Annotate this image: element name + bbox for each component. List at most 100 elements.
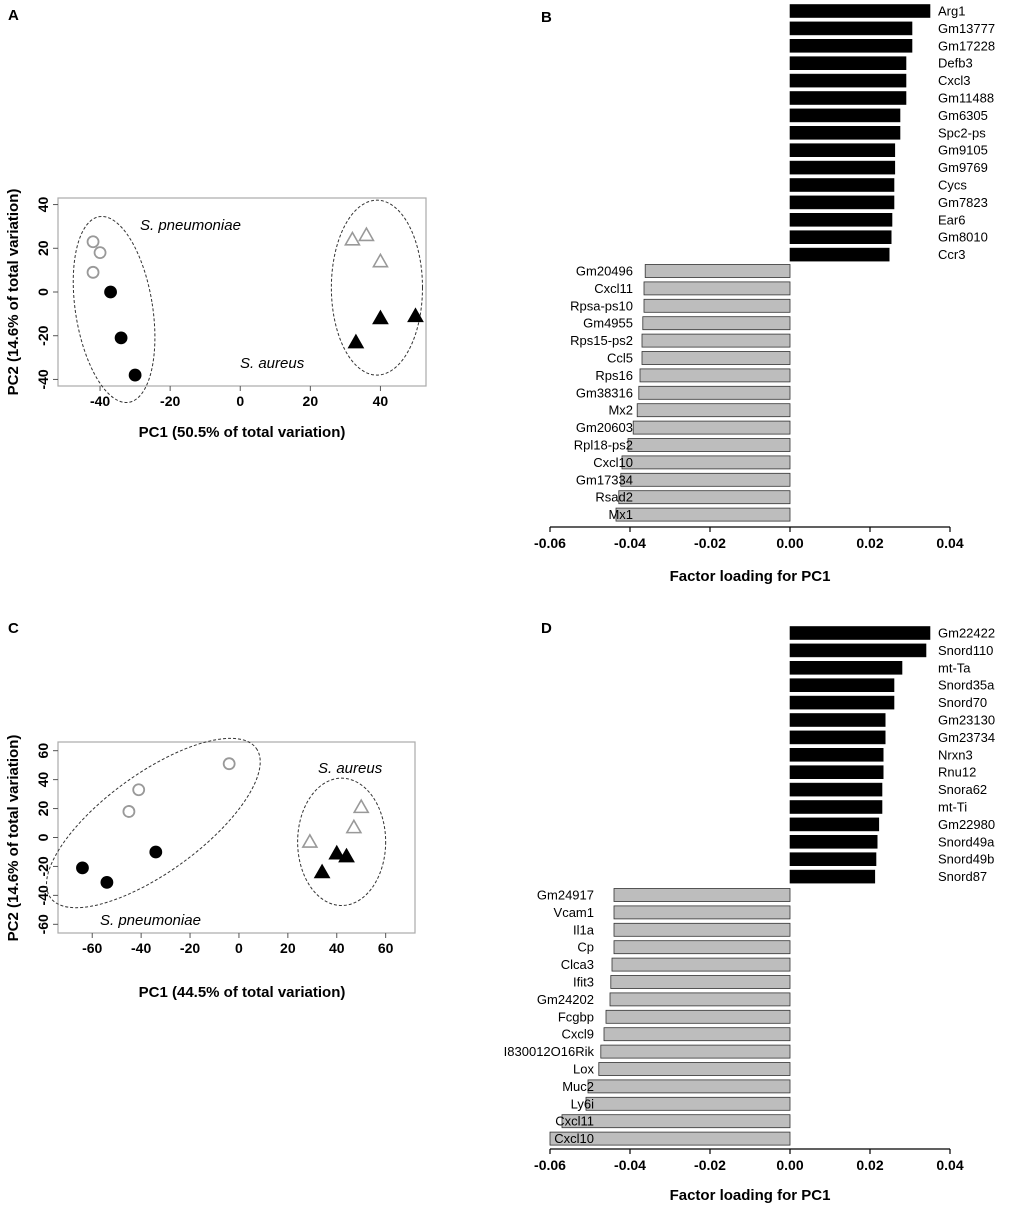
panel-d-bar-positive <box>789 817 880 832</box>
panel-b-bar-positive <box>789 195 895 210</box>
panel-d-bar-positive <box>789 695 895 710</box>
panel-a-cluster-ellipse <box>330 199 423 376</box>
panel-b-bar-positive <box>789 21 913 36</box>
panel-c-xtick-label: -60 <box>82 940 102 956</box>
panel-c-ytick-label: -20 <box>35 856 51 876</box>
panel-b-gene-label: Gm9105 <box>938 143 988 158</box>
panel-b-xtick-label: -0.02 <box>694 535 726 551</box>
panel-b-bar-negative <box>627 438 791 452</box>
panel-b-gene-label: Gm4955 <box>583 316 633 331</box>
panel-b-gene-label: Cxcl10 <box>593 455 633 470</box>
panel-a-xtick-label: -20 <box>160 393 180 409</box>
panel-c-ytick-label: 60 <box>35 743 51 759</box>
panel-b-bar-positive <box>789 56 907 71</box>
panel-c-open-triangle-point <box>301 833 319 848</box>
panel-d-gene-label: Lox <box>573 1062 594 1077</box>
panel-c-ytick-label: -40 <box>35 885 51 905</box>
panel-b-gene-label: Gm9769 <box>938 160 988 175</box>
panel-c-scatter: -60 -40 -20 0 20 40 60 -60 -40 -20 0 20 40 60 PC1 (44… <box>5 735 416 1001</box>
panel-b-bar-negative <box>615 507 791 522</box>
panel-b-bar-positive <box>789 126 901 140</box>
panel-a-scatter: -40 -20 0 20 40 -40 -20 0 20 40 PC1 (50.5% of tot… <box>5 189 427 441</box>
panel-b-bar-negative <box>642 316 791 331</box>
panel-d-gene-label: Snord35a <box>938 678 995 693</box>
panel-d-gene-label: Gm23734 <box>938 730 995 745</box>
panel-c-xlabel: PC1 (44.5% of total variation) <box>139 984 346 1001</box>
panel-c-cluster-ellipse <box>46 737 261 909</box>
panel-d-bar-negative <box>561 1114 791 1129</box>
panel-b-bars: Arg1 Gm13777 Gm17228 Defb3 Cxcl3 Gm11488 Gm630… <box>534 4 995 586</box>
panel-c-xtick-label: -20 <box>180 940 200 956</box>
panel-d-xtick-label: -0.04 <box>614 1157 646 1173</box>
panel-b-bar-negative <box>641 333 791 348</box>
panel-c-annotation-aureus: S. aureus <box>318 760 383 777</box>
panel-a-annotation-pneumoniae: S. pneumoniae <box>140 217 241 234</box>
panel-d-bar-negative <box>613 940 791 955</box>
panel-d-gene-label: Gm22980 <box>938 817 995 832</box>
panel-b-gene-label: Gm13777 <box>938 21 995 36</box>
panel-b-gene-label: Rps16 <box>595 368 633 383</box>
panel-d-gene-label: Cxcl11 <box>555 1114 594 1129</box>
panel-b-xtick-label: -0.06 <box>534 535 566 551</box>
panel-b-bar-negative <box>643 281 791 296</box>
panel-d-bar-negative <box>609 992 791 1007</box>
panel-d-bar-positive <box>789 834 878 849</box>
panel-b-gene-label: Cycs <box>938 178 967 193</box>
panel-b-gene-label: Gm17334 <box>576 472 633 487</box>
panel-b-gene-label: Gm17228 <box>938 38 995 53</box>
panel-d-gene-label: Gm22422 <box>938 626 995 641</box>
panel-a-filled-circle-point <box>114 331 128 345</box>
panel-d-bar-negative <box>598 1062 791 1076</box>
panel-c-filled-triangle-point <box>313 863 331 879</box>
panel-b-bar-negative <box>621 455 791 470</box>
panel-b-bar-positive <box>789 91 907 105</box>
panel-b-bar-negative <box>641 351 791 365</box>
panel-d-bar-negative <box>585 1096 791 1111</box>
panel-d-gene-label: Rnu12 <box>938 765 976 780</box>
panel-d-bar-negative <box>600 1044 791 1059</box>
panel-d-bar-positive <box>789 869 876 884</box>
panel-b-gene-label: Rpl18-ps2 <box>574 438 633 453</box>
panel-c-xtick-label: -40 <box>131 940 151 956</box>
panel-d-gene-label: Ifit3 <box>573 975 594 990</box>
panel-b-gene-label: Gm38316 <box>576 385 633 400</box>
panel-a-filled-triangle-point <box>347 333 365 349</box>
panel-a-open-circle-point <box>86 235 100 249</box>
panel-a-xtick-label: 0 <box>236 393 244 409</box>
panel-a-open-triangle-point <box>344 230 361 246</box>
panel-d-gene-label: Vcam1 <box>554 905 594 920</box>
panel-a-ytick-label: 20 <box>35 240 51 256</box>
panel-label-b: B <box>541 9 552 26</box>
panel-b-gene-label: Gm20496 <box>576 264 633 279</box>
panel-d-bar-positive <box>789 678 895 693</box>
panel-c-open-circle-point <box>132 783 146 797</box>
panel-a-open-triangle-point <box>372 252 389 268</box>
panel-b-gene-label: Cxcl3 <box>938 73 971 88</box>
panel-a-ytick-label: 0 <box>35 288 51 296</box>
panel-a-ytick-label: -40 <box>35 369 51 389</box>
panel-d-bar-positive <box>789 800 883 814</box>
panel-a-open-triangle-point <box>358 226 375 242</box>
panel-a-filled-circle-point <box>104 285 117 299</box>
panel-d-bar-negative <box>605 1009 791 1024</box>
panel-b-bar-negative <box>639 368 791 383</box>
panel-c-xtick-label: 0 <box>235 940 243 956</box>
panel-c-ytick-label: 20 <box>35 801 51 817</box>
panel-d-gene-label: Nrxn3 <box>938 747 973 762</box>
panel-d-gene-label: I830012O16Rik <box>504 1044 595 1059</box>
panel-d-xtick-label: -0.06 <box>534 1157 566 1173</box>
panel-c-open-circle-point <box>122 805 136 818</box>
panel-d-bar-positive <box>789 626 931 640</box>
panel-d-gene-label: mt-Ta <box>938 660 971 675</box>
panel-b-bar-negative <box>620 472 791 487</box>
panel-d-bar-positive <box>789 730 886 745</box>
panel-b-bar-negative <box>638 385 791 400</box>
panel-b-xlabel: Factor loading for PC1 <box>670 568 831 585</box>
panel-b-gene-label: Arg1 <box>938 4 965 19</box>
panel-a-xtick-label: 40 <box>373 393 389 409</box>
panel-d-gene-label: Snord87 <box>938 869 987 884</box>
panel-d-bar-positive <box>789 660 903 675</box>
panel-b-bar-positive <box>789 73 907 88</box>
panel-b-gene-label: Rpsa-ps10 <box>570 298 633 313</box>
